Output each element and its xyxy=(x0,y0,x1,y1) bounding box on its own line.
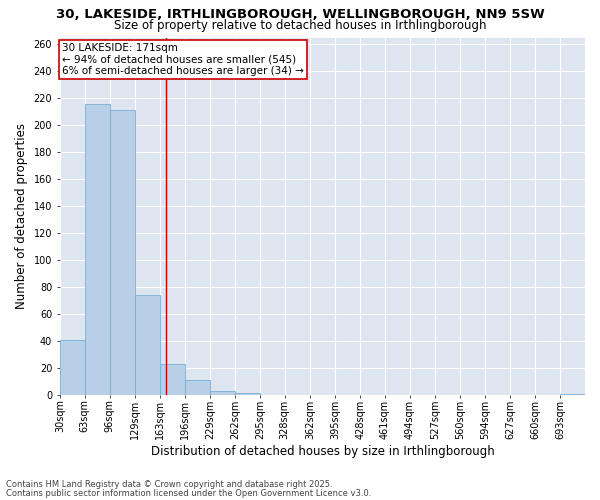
Y-axis label: Number of detached properties: Number of detached properties xyxy=(15,124,28,310)
X-axis label: Distribution of detached houses by size in Irthlingborough: Distribution of detached houses by size … xyxy=(151,444,494,458)
Text: Contains public sector information licensed under the Open Government Licence v3: Contains public sector information licen… xyxy=(6,488,371,498)
Bar xyxy=(85,104,110,396)
Text: 30, LAKESIDE, IRTHLINGBOROUGH, WELLINGBOROUGH, NN9 5SW: 30, LAKESIDE, IRTHLINGBOROUGH, WELLINGBO… xyxy=(56,8,544,20)
Bar xyxy=(160,364,185,396)
Text: 30 LAKESIDE: 171sqm
← 94% of detached houses are smaller (545)
6% of semi-detach: 30 LAKESIDE: 171sqm ← 94% of detached ho… xyxy=(62,43,304,76)
Bar xyxy=(210,391,235,396)
Bar xyxy=(560,394,585,396)
Text: Contains HM Land Registry data © Crown copyright and database right 2025.: Contains HM Land Registry data © Crown c… xyxy=(6,480,332,489)
Bar xyxy=(134,296,160,396)
Bar xyxy=(110,110,134,396)
Bar xyxy=(185,380,210,396)
Bar xyxy=(235,392,260,396)
Bar xyxy=(60,340,85,396)
Text: Size of property relative to detached houses in Irthlingborough: Size of property relative to detached ho… xyxy=(114,18,486,32)
